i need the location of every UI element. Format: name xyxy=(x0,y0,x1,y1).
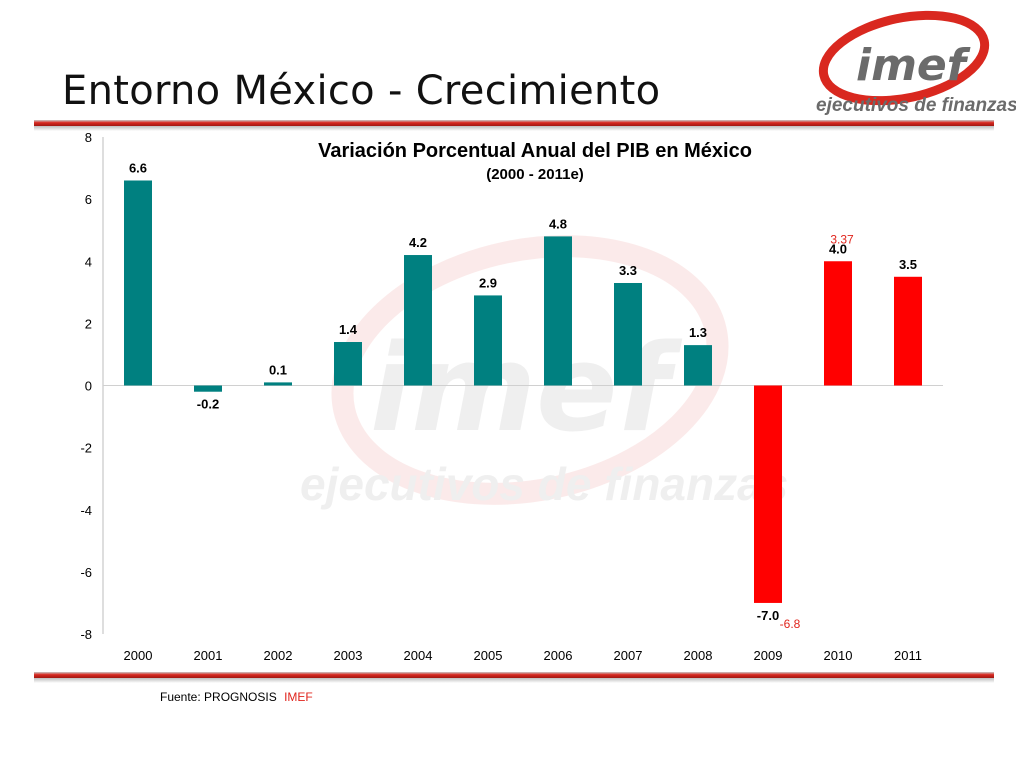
data-label: -0.2 xyxy=(197,397,219,412)
source-org: IMEF xyxy=(284,690,313,704)
imef-logo: imef ejecutivos de finanzas xyxy=(816,10,1016,116)
watermark-swoosh xyxy=(331,235,729,505)
bar xyxy=(894,276,922,386)
x-tick-label: 2007 xyxy=(614,648,643,663)
bar xyxy=(754,385,782,603)
x-tick-label: 2010 xyxy=(824,648,853,663)
y-tick-label: 6 xyxy=(85,192,92,207)
y-tick-label: 2 xyxy=(85,316,92,331)
logo-tagline: ejecutivos de finanzas xyxy=(816,95,1016,116)
y-tick-label: 8 xyxy=(85,130,92,145)
data-label: 4.8 xyxy=(549,216,567,231)
y-tick-label: -4 xyxy=(80,503,92,518)
data-label: 4.0 xyxy=(829,241,847,256)
x-tick-label: 2005 xyxy=(474,648,503,663)
y-tick-label: -2 xyxy=(80,441,92,456)
chart-subtitle: (2000 - 2011e) xyxy=(486,166,584,183)
bar xyxy=(824,261,852,386)
y-tick-label: -6 xyxy=(80,565,92,580)
bar xyxy=(404,255,432,386)
top-divider xyxy=(34,120,994,126)
bar xyxy=(334,342,362,386)
logo-swoosh xyxy=(818,10,990,106)
x-tick-label: 2011 xyxy=(894,648,922,663)
data-label: 4.2 xyxy=(409,235,427,250)
x-tick-label: 2006 xyxy=(544,648,573,663)
y-tick-label: -8 xyxy=(80,627,92,642)
x-tick-label: 2001 xyxy=(194,648,223,663)
bar xyxy=(544,236,572,386)
chart-title: Variación Porcentual Anual del PIB en Mé… xyxy=(318,140,752,162)
source-note: Fuente: PROGNOSIS IMEF xyxy=(160,690,313,704)
x-tick-label: 2000 xyxy=(124,648,153,663)
y-tick-label: 4 xyxy=(85,254,92,269)
bottom-divider-shadow xyxy=(34,678,994,683)
bar xyxy=(614,282,642,386)
bottom-divider xyxy=(34,672,994,678)
x-tick-label: 2004 xyxy=(404,648,433,663)
x-tick-label: 2002 xyxy=(264,648,293,663)
data-label: 3.3 xyxy=(619,263,637,278)
bar xyxy=(194,385,222,392)
data-label: 0.1 xyxy=(269,362,287,377)
data-label: 1.3 xyxy=(689,325,707,340)
data-label: 1.4 xyxy=(339,322,358,337)
y-tick-label: 0 xyxy=(85,379,92,394)
data-label: -7.0 xyxy=(757,608,779,623)
x-tick-label: 2003 xyxy=(334,648,363,663)
annotation-label: -6.8 xyxy=(780,617,801,631)
watermark-tagline: ejecutivos de finanzas xyxy=(300,458,788,510)
x-tick-label: 2009 xyxy=(754,648,783,663)
page-title: Entorno México - Crecimiento xyxy=(62,68,661,114)
source-label: Fuente: PROGNOSIS xyxy=(160,690,277,704)
data-label: 6.6 xyxy=(129,160,147,175)
bar xyxy=(264,382,292,386)
top-divider-shadow xyxy=(34,126,994,131)
x-tick-label: 2008 xyxy=(684,648,713,663)
logo-wordmark: imef xyxy=(856,40,971,91)
bar xyxy=(124,180,152,386)
annotation-label: 3.37 xyxy=(830,232,854,246)
data-label: 2.9 xyxy=(479,275,497,290)
data-label: 3.5 xyxy=(899,257,917,272)
bar xyxy=(684,345,712,386)
bar xyxy=(474,295,502,386)
